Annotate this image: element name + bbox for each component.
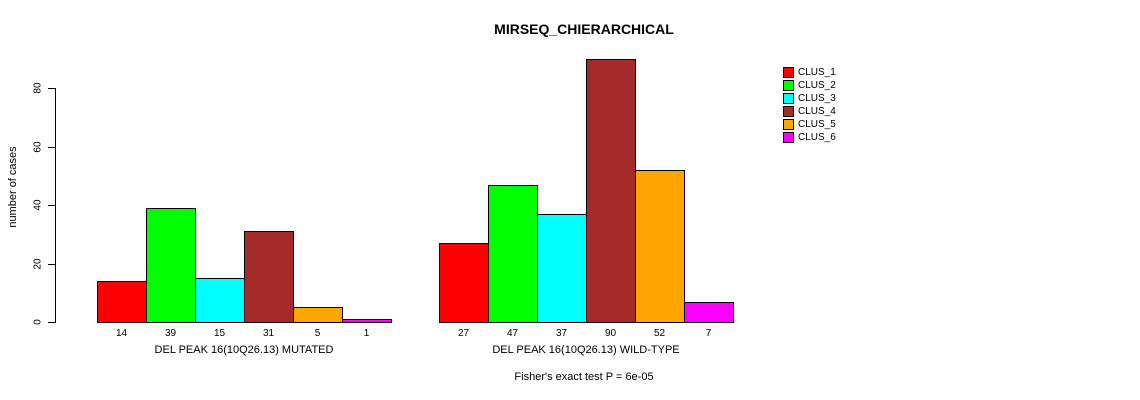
legend-label: CLUS_2: [798, 80, 836, 91]
x-group-label: DEL PEAK 16(10Q26.13) MUTATED: [154, 344, 334, 356]
bar-value-label: 39: [164, 328, 177, 339]
y-axis-tick: [48, 146, 55, 148]
legend-label: CLUS_1: [798, 67, 836, 78]
bar-value-label: 31: [262, 328, 275, 339]
bar-clus_1: [439, 243, 489, 323]
bar-clus_3: [195, 278, 245, 323]
bar-value-label: 7: [705, 328, 712, 339]
bar-clus_4: [244, 231, 294, 323]
y-axis-tick-label: 0: [32, 319, 44, 325]
bar-value-label: 1: [363, 328, 370, 339]
y-axis-tick: [48, 88, 55, 89]
bar-value-label: 37: [555, 328, 568, 339]
bar-clus_4: [586, 59, 636, 323]
legend: CLUS_1 CLUS_2 CLUS_3 CLUS_4 CLUS_5 CLUS_6: [783, 66, 836, 144]
bar-value-label: 47: [506, 328, 519, 339]
legend-swatch: [783, 93, 794, 104]
bar-clus_2: [488, 185, 538, 323]
bar-clus_1: [97, 281, 147, 323]
legend-label: CLUS_4: [798, 106, 836, 117]
legend-item-clus_1: CLUS_1: [783, 66, 836, 79]
fisher-test-annotation: Fisher's exact test P = 6e-05: [514, 371, 654, 383]
legend-swatch: [783, 132, 794, 143]
bar-value-label: 52: [653, 328, 666, 339]
y-axis-tick: [48, 263, 55, 265]
bar-value-label: 14: [115, 328, 128, 339]
legend-label: CLUS_6: [798, 132, 836, 143]
legend-item-clus_4: CLUS_4: [783, 105, 836, 118]
bar-value-label: 90: [604, 328, 617, 339]
bar-clus_5: [635, 170, 685, 323]
bar-clus_3: [537, 214, 587, 323]
bar-clus_5: [293, 307, 343, 323]
legend-swatch: [783, 67, 794, 78]
legend-swatch: [783, 119, 794, 130]
legend-item-clus_5: CLUS_5: [783, 118, 836, 131]
bar-value-label: 27: [457, 328, 470, 339]
bar-clus_2: [146, 208, 196, 323]
legend-swatch: [783, 80, 794, 91]
bar-value-label: 5: [314, 328, 321, 339]
bar-clus_6: [342, 319, 392, 323]
legend-item-clus_2: CLUS_2: [783, 79, 836, 92]
y-axis-tick-label: 80: [32, 82, 44, 94]
bar-clus_6: [684, 302, 734, 323]
y-axis-tick-label: 20: [32, 257, 44, 270]
y-axis-line: [55, 88, 56, 323]
legend-label: CLUS_3: [798, 93, 836, 104]
y-axis-tick-label: 60: [32, 140, 44, 153]
y-axis-tick: [48, 322, 55, 323]
y-axis-tick-label: 40: [32, 199, 44, 211]
legend-item-clus_3: CLUS_3: [783, 92, 836, 105]
bar-value-label: 15: [213, 328, 226, 339]
legend-swatch: [783, 106, 794, 117]
chart-title: MIRSEQ_CHIERARCHICAL: [494, 21, 674, 37]
y-axis-tick: [48, 205, 55, 206]
legend-item-clus_6: CLUS_6: [783, 131, 836, 144]
legend-label: CLUS_5: [798, 119, 836, 130]
x-group-label: DEL PEAK 16(10Q26.13) WILD-TYPE: [492, 344, 680, 356]
